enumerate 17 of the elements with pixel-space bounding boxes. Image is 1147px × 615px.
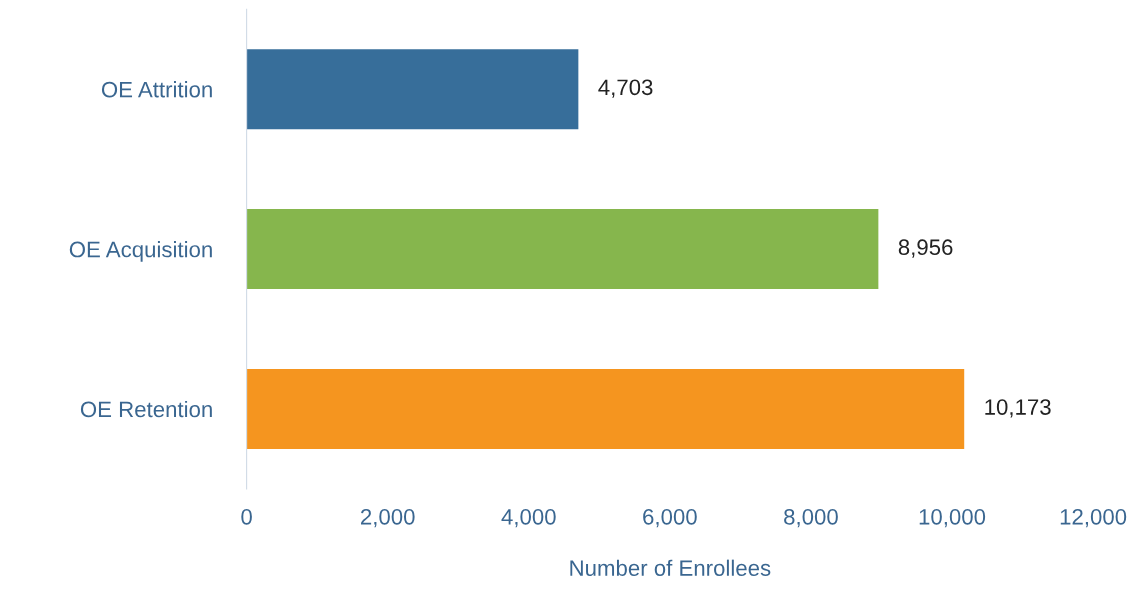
data-label: 10,173 (985, 399, 1051, 418)
x-tick-label: 8,000 (784, 508, 838, 528)
bar (246, 369, 965, 449)
y-tick-label: OE Retention (80, 400, 212, 418)
data-label: 4,703 (598, 79, 653, 98)
x-axis-title: Number of Enrollees (570, 559, 771, 576)
y-tick-label: OE Attrition (101, 81, 212, 98)
x-tick-label: 10,000 (919, 508, 986, 528)
bar (246, 209, 879, 290)
y-tick-label: OE Acquisition (69, 241, 212, 262)
bar (246, 49, 579, 130)
x-tick-label: 0 (241, 508, 252, 525)
x-tick-label: 2,000 (361, 508, 415, 528)
data-label: 8,956 (898, 239, 953, 258)
x-tick-label: 6,000 (643, 508, 697, 528)
x-tick-label: 12,000 (1060, 508, 1127, 528)
x-tick-label: 4,000 (501, 508, 556, 528)
